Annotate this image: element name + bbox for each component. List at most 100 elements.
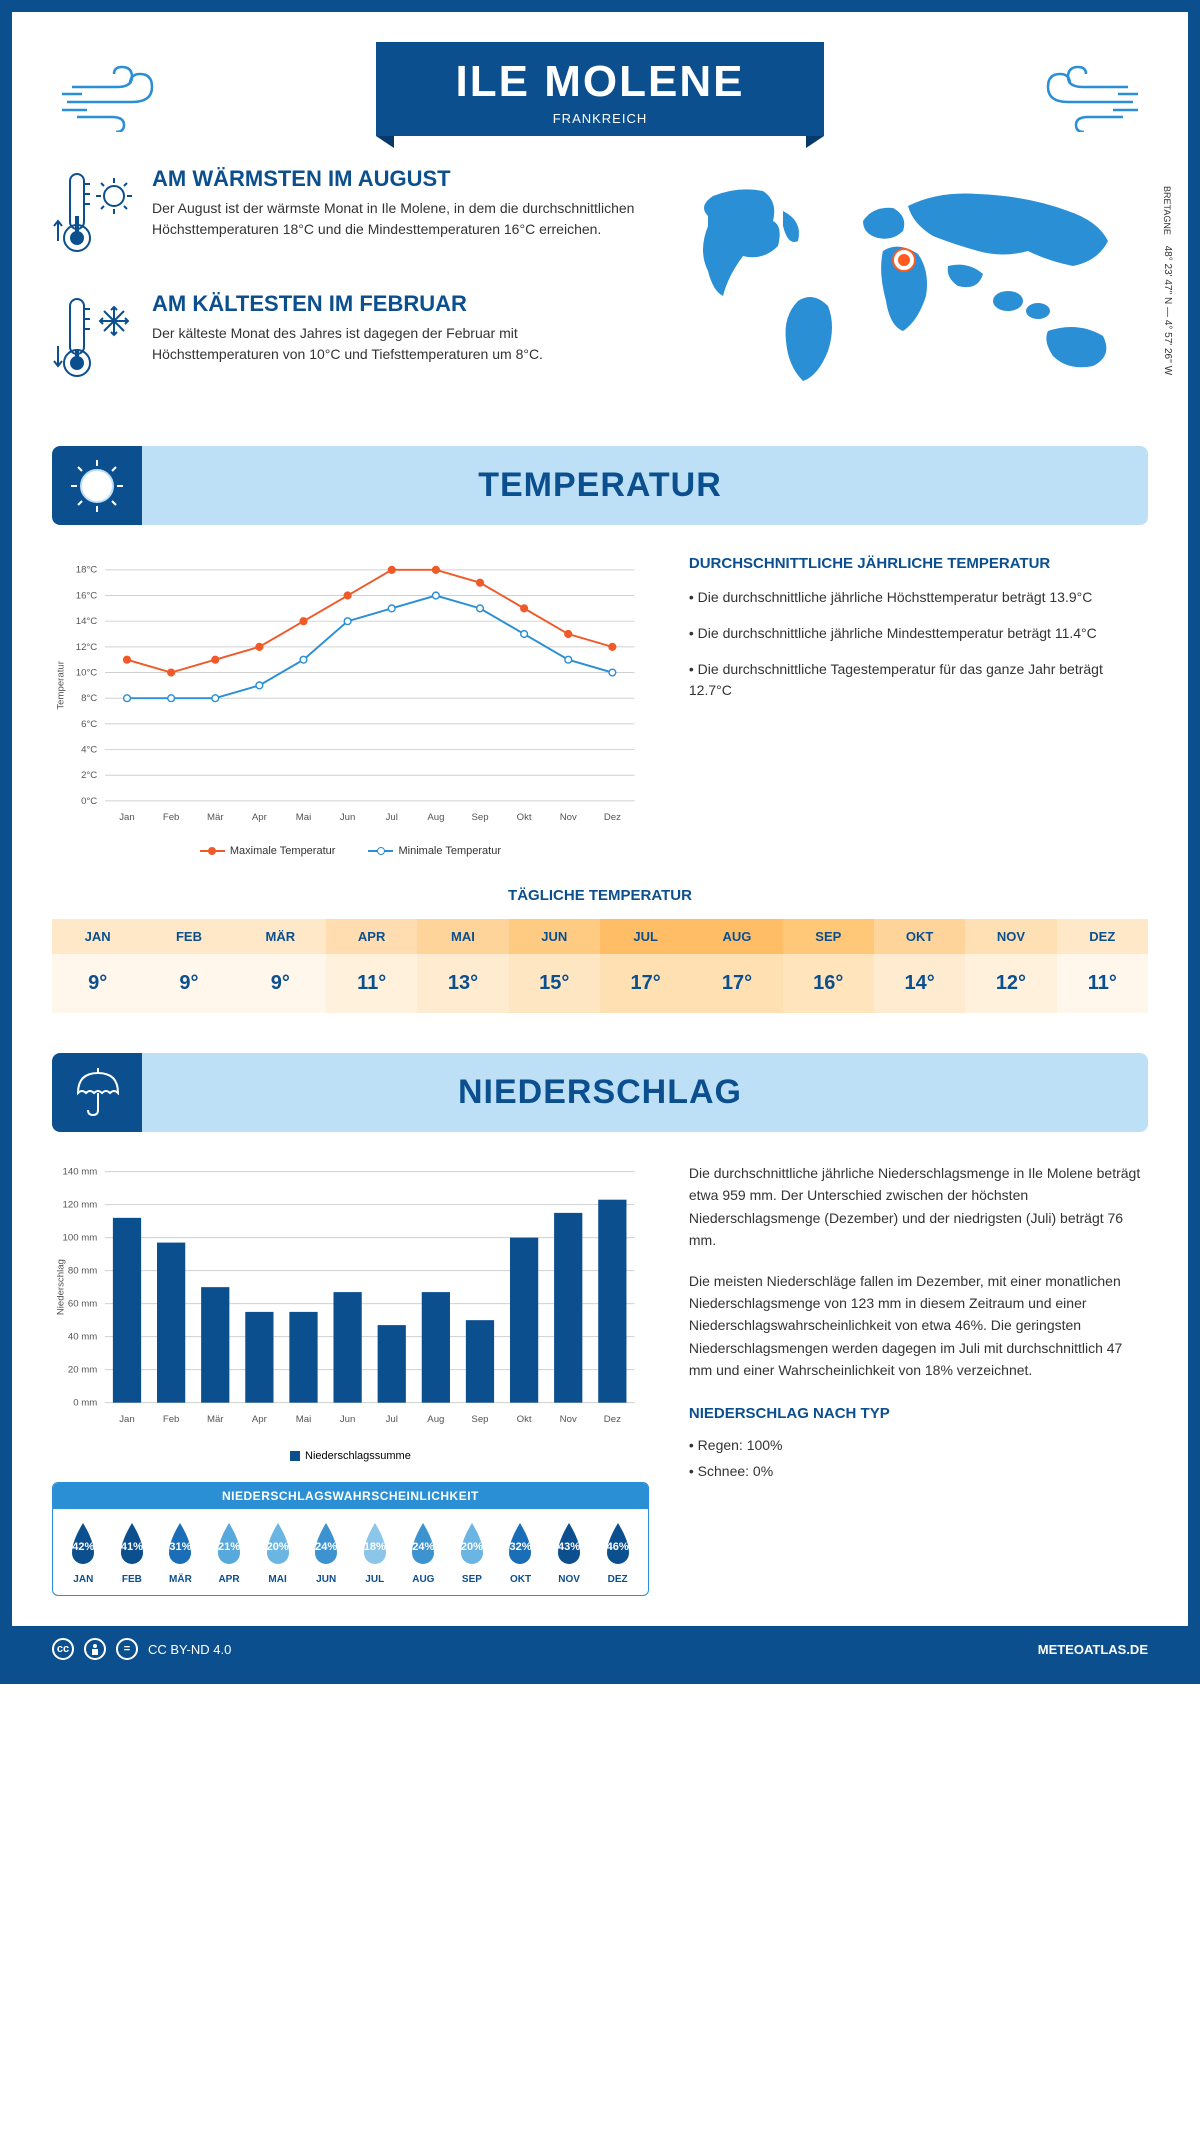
warmest-title: AM WÄRMSTEN IM AUGUST [152,166,638,192]
coldest-block: AM KÄLTESTEN IM FEBRUAR Der kälteste Mon… [52,291,638,391]
daily-cell: NOV12° [965,919,1056,1013]
svg-text:10°C: 10°C [76,667,98,678]
temp-bullet: • Die durchschnittliche jährliche Höchst… [689,587,1148,608]
probability-cell: 31%MÄR [158,1521,203,1585]
temp-bullet: • Die durchschnittliche jährliche Mindes… [689,623,1148,644]
probability-cell: 42%JAN [61,1521,106,1585]
precipitation-section-header: NIEDERSCHLAG [52,1053,1148,1132]
probability-cell: 18%JUL [352,1521,397,1585]
svg-text:8°C: 8°C [81,693,97,704]
svg-text:Okt: Okt [517,812,532,823]
temperature-section-header: TEMPERATUR [52,446,1148,525]
svg-text:Sep: Sep [471,1414,488,1425]
page-footer: cc = CC BY-ND 4.0 METEOATLAS.DE [12,1626,1188,1672]
svg-text:Apr: Apr [252,1414,268,1425]
coordinates: BRETAGNE 48° 23' 47'' N — 4° 57' 26'' W [1162,186,1173,375]
svg-text:Nov: Nov [560,1414,577,1425]
wind-icon [1038,62,1138,137]
world-map: BRETAGNE 48° 23' 47'' N — 4° 57' 26'' W [668,166,1148,416]
by-icon [84,1638,106,1660]
page-title: ILE MOLENE [456,57,745,107]
coldest-title: AM KÄLTESTEN IM FEBRUAR [152,291,638,317]
svg-text:Jan: Jan [119,812,135,823]
temperature-line-chart: 0°C2°C4°C6°C8°C10°C12°C14°C16°C18°CTempe… [52,555,649,835]
daily-cell: APR11° [326,919,417,1013]
daily-cell: MAI13° [417,919,508,1013]
svg-text:Mai: Mai [296,812,311,823]
temperature-title: TEMPERATUR [82,466,1118,505]
precip-type-bullet: • Regen: 100% [689,1434,1148,1456]
temp-bullet: • Die durchschnittliche Tagestemperatur … [689,659,1148,701]
svg-text:Mai: Mai [296,1414,311,1425]
svg-text:Aug: Aug [427,1414,444,1425]
title-banner: ILE MOLENE FRANKREICH [376,42,825,136]
svg-text:Mär: Mär [207,1414,224,1425]
probability-cell: 46%DEZ [595,1521,640,1585]
svg-text:Jan: Jan [119,1414,134,1425]
svg-text:Temperatur: Temperatur [56,660,67,709]
daily-temp-title: TÄGLICHE TEMPERATUR [52,887,1148,904]
precip-type-title: NIEDERSCHLAG NACH TYP [689,1402,1148,1426]
probability-cell: 41%FEB [110,1521,155,1585]
svg-text:Sep: Sep [471,812,488,823]
svg-text:Nov: Nov [560,812,577,823]
svg-text:Jul: Jul [386,1414,398,1425]
svg-text:140 mm: 140 mm [63,1167,98,1178]
probability-cell: 24%AUG [401,1521,446,1585]
svg-text:Dez: Dez [604,812,621,823]
daily-cell: JUL17° [600,919,691,1013]
license-text: CC BY-ND 4.0 [148,1642,231,1657]
precip-type-bullet: • Schnee: 0% [689,1460,1148,1482]
chart-legend: Maximale Temperatur Minimale Temperatur [52,845,649,857]
warmest-block: AM WÄRMSTEN IM AUGUST Der August ist der… [52,166,638,266]
brand-text: METEOATLAS.DE [1038,1642,1148,1657]
svg-text:4°C: 4°C [81,744,97,755]
svg-text:20 mm: 20 mm [68,1365,97,1376]
probability-cell: 20%SEP [450,1521,495,1585]
svg-text:16°C: 16°C [76,590,98,601]
svg-text:40 mm: 40 mm [68,1332,97,1343]
svg-text:Jul: Jul [386,812,398,823]
nd-icon: = [116,1638,138,1660]
precip-text-2: Die meisten Niederschläge fallen im Deze… [689,1270,1148,1382]
svg-text:6°C: 6°C [81,719,97,730]
sun-icon [67,456,127,516]
svg-text:14°C: 14°C [76,616,98,627]
probability-title: NIEDERSCHLAGSWAHRSCHEINLICHKEIT [53,1483,648,1509]
probability-cell: 20%MAI [255,1521,300,1585]
precipitation-title: NIEDERSCHLAG [82,1073,1118,1112]
daily-cell: JAN9° [52,919,143,1013]
warmest-text: Der August ist der wärmste Monat in Ile … [152,198,638,240]
daily-cell: JUN15° [509,919,600,1013]
wind-icon [62,62,162,137]
svg-text:2°C: 2°C [81,770,97,781]
daily-temp-table: JAN9°FEB9°MÄR9°APR11°MAI13°JUN15°JUL17°A… [52,919,1148,1013]
svg-text:0 mm: 0 mm [73,1398,97,1409]
svg-text:Niederschlag: Niederschlag [56,1259,67,1315]
thermometer-sun-icon [52,166,137,266]
page-header: ILE MOLENE FRANKREICH [52,42,1148,136]
thermometer-snow-icon [52,291,137,391]
probability-box: NIEDERSCHLAGSWAHRSCHEINLICHKEIT 42%JAN41… [52,1482,649,1596]
daily-cell: AUG17° [691,919,782,1013]
svg-text:Jun: Jun [340,1414,356,1425]
svg-text:60 mm: 60 mm [68,1299,97,1310]
svg-text:Okt: Okt [517,1414,532,1425]
svg-text:Dez: Dez [604,1414,621,1425]
bar-legend: Niederschlagssumme [52,1450,649,1462]
daily-cell: FEB9° [143,919,234,1013]
probability-cell: 24%JUN [304,1521,349,1585]
svg-text:Jun: Jun [340,812,356,823]
svg-text:Feb: Feb [163,812,180,823]
svg-text:Apr: Apr [252,812,268,823]
precip-text-1: Die durchschnittliche jährliche Niedersc… [689,1162,1148,1252]
daily-cell: DEZ11° [1057,919,1148,1013]
daily-cell: OKT14° [874,919,965,1013]
svg-text:Feb: Feb [163,1414,180,1425]
map-marker-icon [894,250,914,270]
cc-icon: cc [52,1638,74,1660]
precipitation-bar-chart: 0 mm20 mm40 mm60 mm80 mm100 mm120 mm140 … [52,1162,649,1442]
probability-cell: 21%APR [207,1521,252,1585]
svg-text:Aug: Aug [427,812,444,823]
daily-cell: SEP16° [783,919,874,1013]
